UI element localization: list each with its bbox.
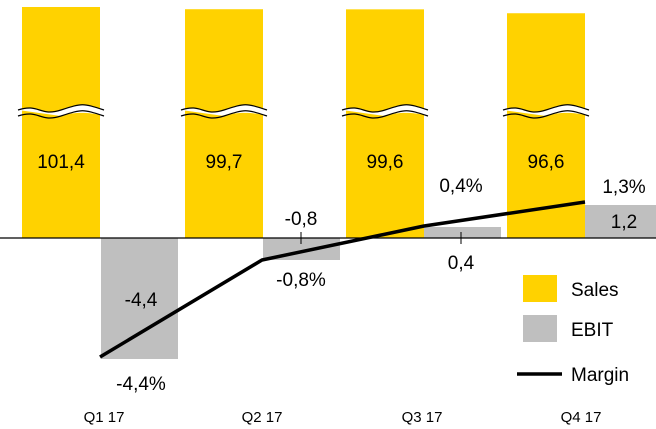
- category-axis-labels: Q1 17 Q2 17 Q3 17 Q4 17: [84, 409, 602, 426]
- ebit-data-label: 1,2: [611, 212, 637, 233]
- sales-bar: [22, 7, 100, 238]
- sales-bar: [346, 9, 424, 239]
- ebit-bar: [101, 238, 178, 359]
- legend-ebit-label: EBIT: [571, 320, 614, 341]
- ebit-tick-marks: [300, 232, 462, 244]
- margin-data-label: 0,4%: [439, 176, 482, 197]
- ebit-data-label: 0,4: [448, 253, 475, 274]
- axis-break-line: [180, 104, 268, 113]
- category-label: Q4 17: [561, 409, 602, 426]
- axis-break-line: [341, 110, 429, 119]
- legend-ebit-swatch: [523, 315, 557, 342]
- axis-break-line: [341, 104, 429, 113]
- margin-series-line: [99, 200, 586, 359]
- category-label: Q1 17: [84, 409, 125, 426]
- axis-break-line: [502, 110, 590, 119]
- sales-bar: [185, 9, 263, 238]
- ebit-bars: [101, 205, 656, 359]
- ebit-bar: [585, 205, 656, 238]
- legend-sales-label: Sales: [571, 280, 619, 301]
- axis-break-line: [180, 110, 268, 119]
- axis-break-line: [502, 104, 590, 113]
- data-labels: 101,4 99,7 99,6 96,6 -4,4 -0,8 0,4 1,2 -4,4% -0,8…: [37, 152, 646, 395]
- sales-data-label: 99,7: [206, 152, 243, 173]
- sales-bars: [17, 7, 590, 239]
- margin-data-label: -0,8%: [276, 270, 326, 291]
- ebit-bar: [424, 227, 501, 238]
- sales-data-label: 101,4: [37, 152, 85, 173]
- legend: Sales EBIT Margin: [517, 275, 629, 386]
- category-label: Q2 17: [242, 409, 283, 426]
- sales-bar: [507, 13, 585, 238]
- axis-break-line: [17, 110, 105, 119]
- margin-line: [99, 200, 586, 359]
- margin-data-label: -4,4%: [116, 374, 166, 395]
- legend-margin-label: Margin: [571, 365, 629, 386]
- ebit-data-label: -0,8: [285, 209, 318, 230]
- ebit-data-label: -4,4: [125, 290, 158, 311]
- category-label: Q3 17: [402, 409, 443, 426]
- legend-sales-swatch: [523, 275, 557, 302]
- margin-data-label: 1,3%: [602, 177, 645, 198]
- sales-data-label: 96,6: [528, 152, 565, 173]
- axis-break-line: [17, 104, 105, 113]
- sales-data-label: 99,6: [367, 152, 404, 173]
